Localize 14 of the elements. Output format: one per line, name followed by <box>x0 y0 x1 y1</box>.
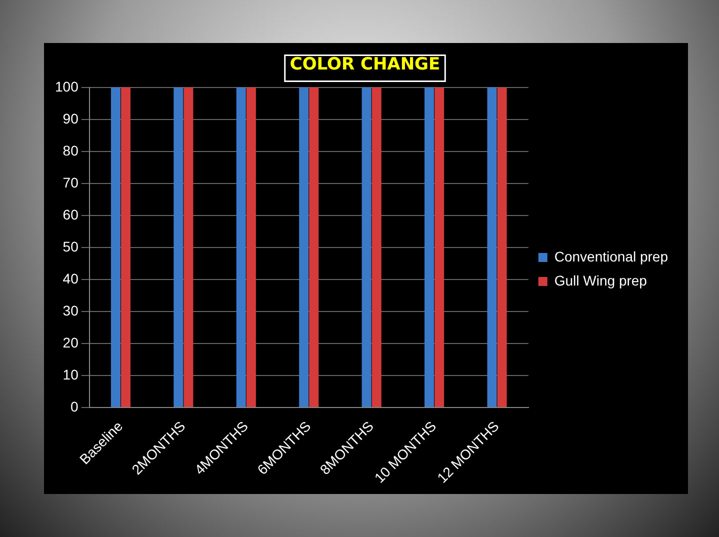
y-tick-label: 80 <box>62 142 79 158</box>
y-tick-label: 0 <box>70 398 79 414</box>
y-tick-label: 100 <box>55 78 79 94</box>
y-tick-label: 50 <box>62 238 79 254</box>
y-tick-label: 20 <box>62 334 79 350</box>
y-tick-label: 40 <box>62 270 79 286</box>
chart-title: COLOR CHANGE <box>290 54 440 75</box>
legend-label: Gull Wing prep <box>554 272 648 288</box>
y-tick-label: 70 <box>62 174 79 190</box>
y-tick-label: 60 <box>62 206 79 222</box>
y-tick-label: 90 <box>62 110 79 126</box>
legend-label: Conventional prep <box>554 248 668 264</box>
y-tick-label: 30 <box>62 302 79 318</box>
y-tick-label: 10 <box>62 366 79 382</box>
